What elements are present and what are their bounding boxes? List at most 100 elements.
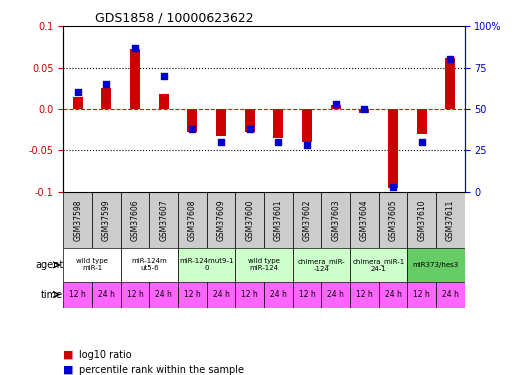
FancyBboxPatch shape xyxy=(178,192,206,248)
Point xyxy=(102,81,110,87)
FancyBboxPatch shape xyxy=(322,282,350,308)
Text: GSM37605: GSM37605 xyxy=(389,199,398,241)
Text: GSM37606: GSM37606 xyxy=(130,199,139,241)
Text: 12 h: 12 h xyxy=(299,290,315,299)
Text: GSM37604: GSM37604 xyxy=(360,199,369,241)
Point xyxy=(389,184,397,190)
FancyBboxPatch shape xyxy=(264,282,293,308)
FancyBboxPatch shape xyxy=(407,282,436,308)
Text: 24 h: 24 h xyxy=(327,290,344,299)
Text: GSM37599: GSM37599 xyxy=(102,199,111,241)
FancyBboxPatch shape xyxy=(235,248,293,282)
Text: chimera_miR-1
24-1: chimera_miR-1 24-1 xyxy=(353,258,405,272)
Text: GSM37610: GSM37610 xyxy=(417,199,426,241)
Text: percentile rank within the sample: percentile rank within the sample xyxy=(79,365,244,375)
FancyBboxPatch shape xyxy=(92,282,121,308)
Text: GSM37601: GSM37601 xyxy=(274,199,283,241)
Text: log10 ratio: log10 ratio xyxy=(79,350,132,360)
FancyBboxPatch shape xyxy=(149,192,178,248)
FancyBboxPatch shape xyxy=(121,248,178,282)
Bar xyxy=(359,109,369,113)
Bar xyxy=(244,109,254,132)
Text: miR373/hes3: miR373/hes3 xyxy=(413,262,459,268)
FancyBboxPatch shape xyxy=(293,248,350,282)
Text: GSM37609: GSM37609 xyxy=(216,199,225,241)
FancyBboxPatch shape xyxy=(92,192,121,248)
Text: ■: ■ xyxy=(63,365,74,375)
Text: miR-124mut9-1
0: miR-124mut9-1 0 xyxy=(180,258,234,272)
FancyBboxPatch shape xyxy=(264,192,293,248)
Bar xyxy=(101,88,111,109)
Text: agent: agent xyxy=(35,260,63,270)
Bar xyxy=(130,49,140,109)
Text: GSM37608: GSM37608 xyxy=(188,199,197,241)
Text: 24 h: 24 h xyxy=(155,290,172,299)
Text: GSM37600: GSM37600 xyxy=(245,199,254,241)
Text: 12 h: 12 h xyxy=(69,290,86,299)
Point xyxy=(303,142,311,148)
Point xyxy=(246,126,254,132)
FancyBboxPatch shape xyxy=(350,248,407,282)
FancyBboxPatch shape xyxy=(178,248,235,282)
Text: 12 h: 12 h xyxy=(356,290,373,299)
Text: ■: ■ xyxy=(63,350,74,360)
Bar xyxy=(158,94,169,109)
Text: chimera_miR-
-124: chimera_miR- -124 xyxy=(297,258,345,272)
FancyBboxPatch shape xyxy=(407,248,465,282)
Point xyxy=(217,139,225,145)
Bar xyxy=(274,109,284,138)
FancyBboxPatch shape xyxy=(63,282,92,308)
FancyBboxPatch shape xyxy=(121,282,149,308)
Text: GSM37611: GSM37611 xyxy=(446,200,455,241)
Bar xyxy=(388,109,398,188)
Point xyxy=(360,106,369,112)
FancyBboxPatch shape xyxy=(322,192,350,248)
FancyBboxPatch shape xyxy=(350,282,379,308)
FancyBboxPatch shape xyxy=(350,192,379,248)
Point xyxy=(446,56,455,62)
FancyBboxPatch shape xyxy=(293,192,322,248)
Text: 12 h: 12 h xyxy=(127,290,144,299)
FancyBboxPatch shape xyxy=(379,192,407,248)
Text: 12 h: 12 h xyxy=(184,290,201,299)
Text: 24 h: 24 h xyxy=(213,290,230,299)
Text: GSM37598: GSM37598 xyxy=(73,199,82,241)
FancyBboxPatch shape xyxy=(121,192,149,248)
Text: 12 h: 12 h xyxy=(413,290,430,299)
Point xyxy=(274,139,282,145)
Text: GSM37603: GSM37603 xyxy=(331,199,340,241)
Text: GDS1858 / 10000623622: GDS1858 / 10000623622 xyxy=(95,11,253,24)
Text: 24 h: 24 h xyxy=(384,290,401,299)
FancyBboxPatch shape xyxy=(206,192,235,248)
FancyBboxPatch shape xyxy=(379,282,407,308)
Point xyxy=(188,126,196,132)
Bar xyxy=(216,109,226,136)
Text: GSM37602: GSM37602 xyxy=(303,199,312,241)
FancyBboxPatch shape xyxy=(63,248,121,282)
Text: time: time xyxy=(41,290,63,300)
Text: wild type
miR-124: wild type miR-124 xyxy=(248,258,280,272)
FancyBboxPatch shape xyxy=(293,282,322,308)
Point xyxy=(131,45,139,51)
Point xyxy=(332,101,340,107)
Bar xyxy=(445,58,455,109)
FancyBboxPatch shape xyxy=(407,192,436,248)
FancyBboxPatch shape xyxy=(235,282,264,308)
FancyBboxPatch shape xyxy=(436,282,465,308)
Bar xyxy=(417,109,427,134)
Text: wild type
miR-1: wild type miR-1 xyxy=(76,258,108,272)
Bar xyxy=(187,109,197,132)
FancyBboxPatch shape xyxy=(63,192,92,248)
FancyBboxPatch shape xyxy=(436,192,465,248)
FancyBboxPatch shape xyxy=(149,282,178,308)
Bar xyxy=(302,109,312,142)
Point xyxy=(418,139,426,145)
Point xyxy=(73,89,82,95)
Text: GSM37607: GSM37607 xyxy=(159,199,168,241)
Bar xyxy=(331,105,341,109)
FancyBboxPatch shape xyxy=(235,192,264,248)
Point xyxy=(159,73,168,79)
Text: miR-124m
ut5-6: miR-124m ut5-6 xyxy=(131,258,167,272)
FancyBboxPatch shape xyxy=(206,282,235,308)
Text: 24 h: 24 h xyxy=(98,290,115,299)
